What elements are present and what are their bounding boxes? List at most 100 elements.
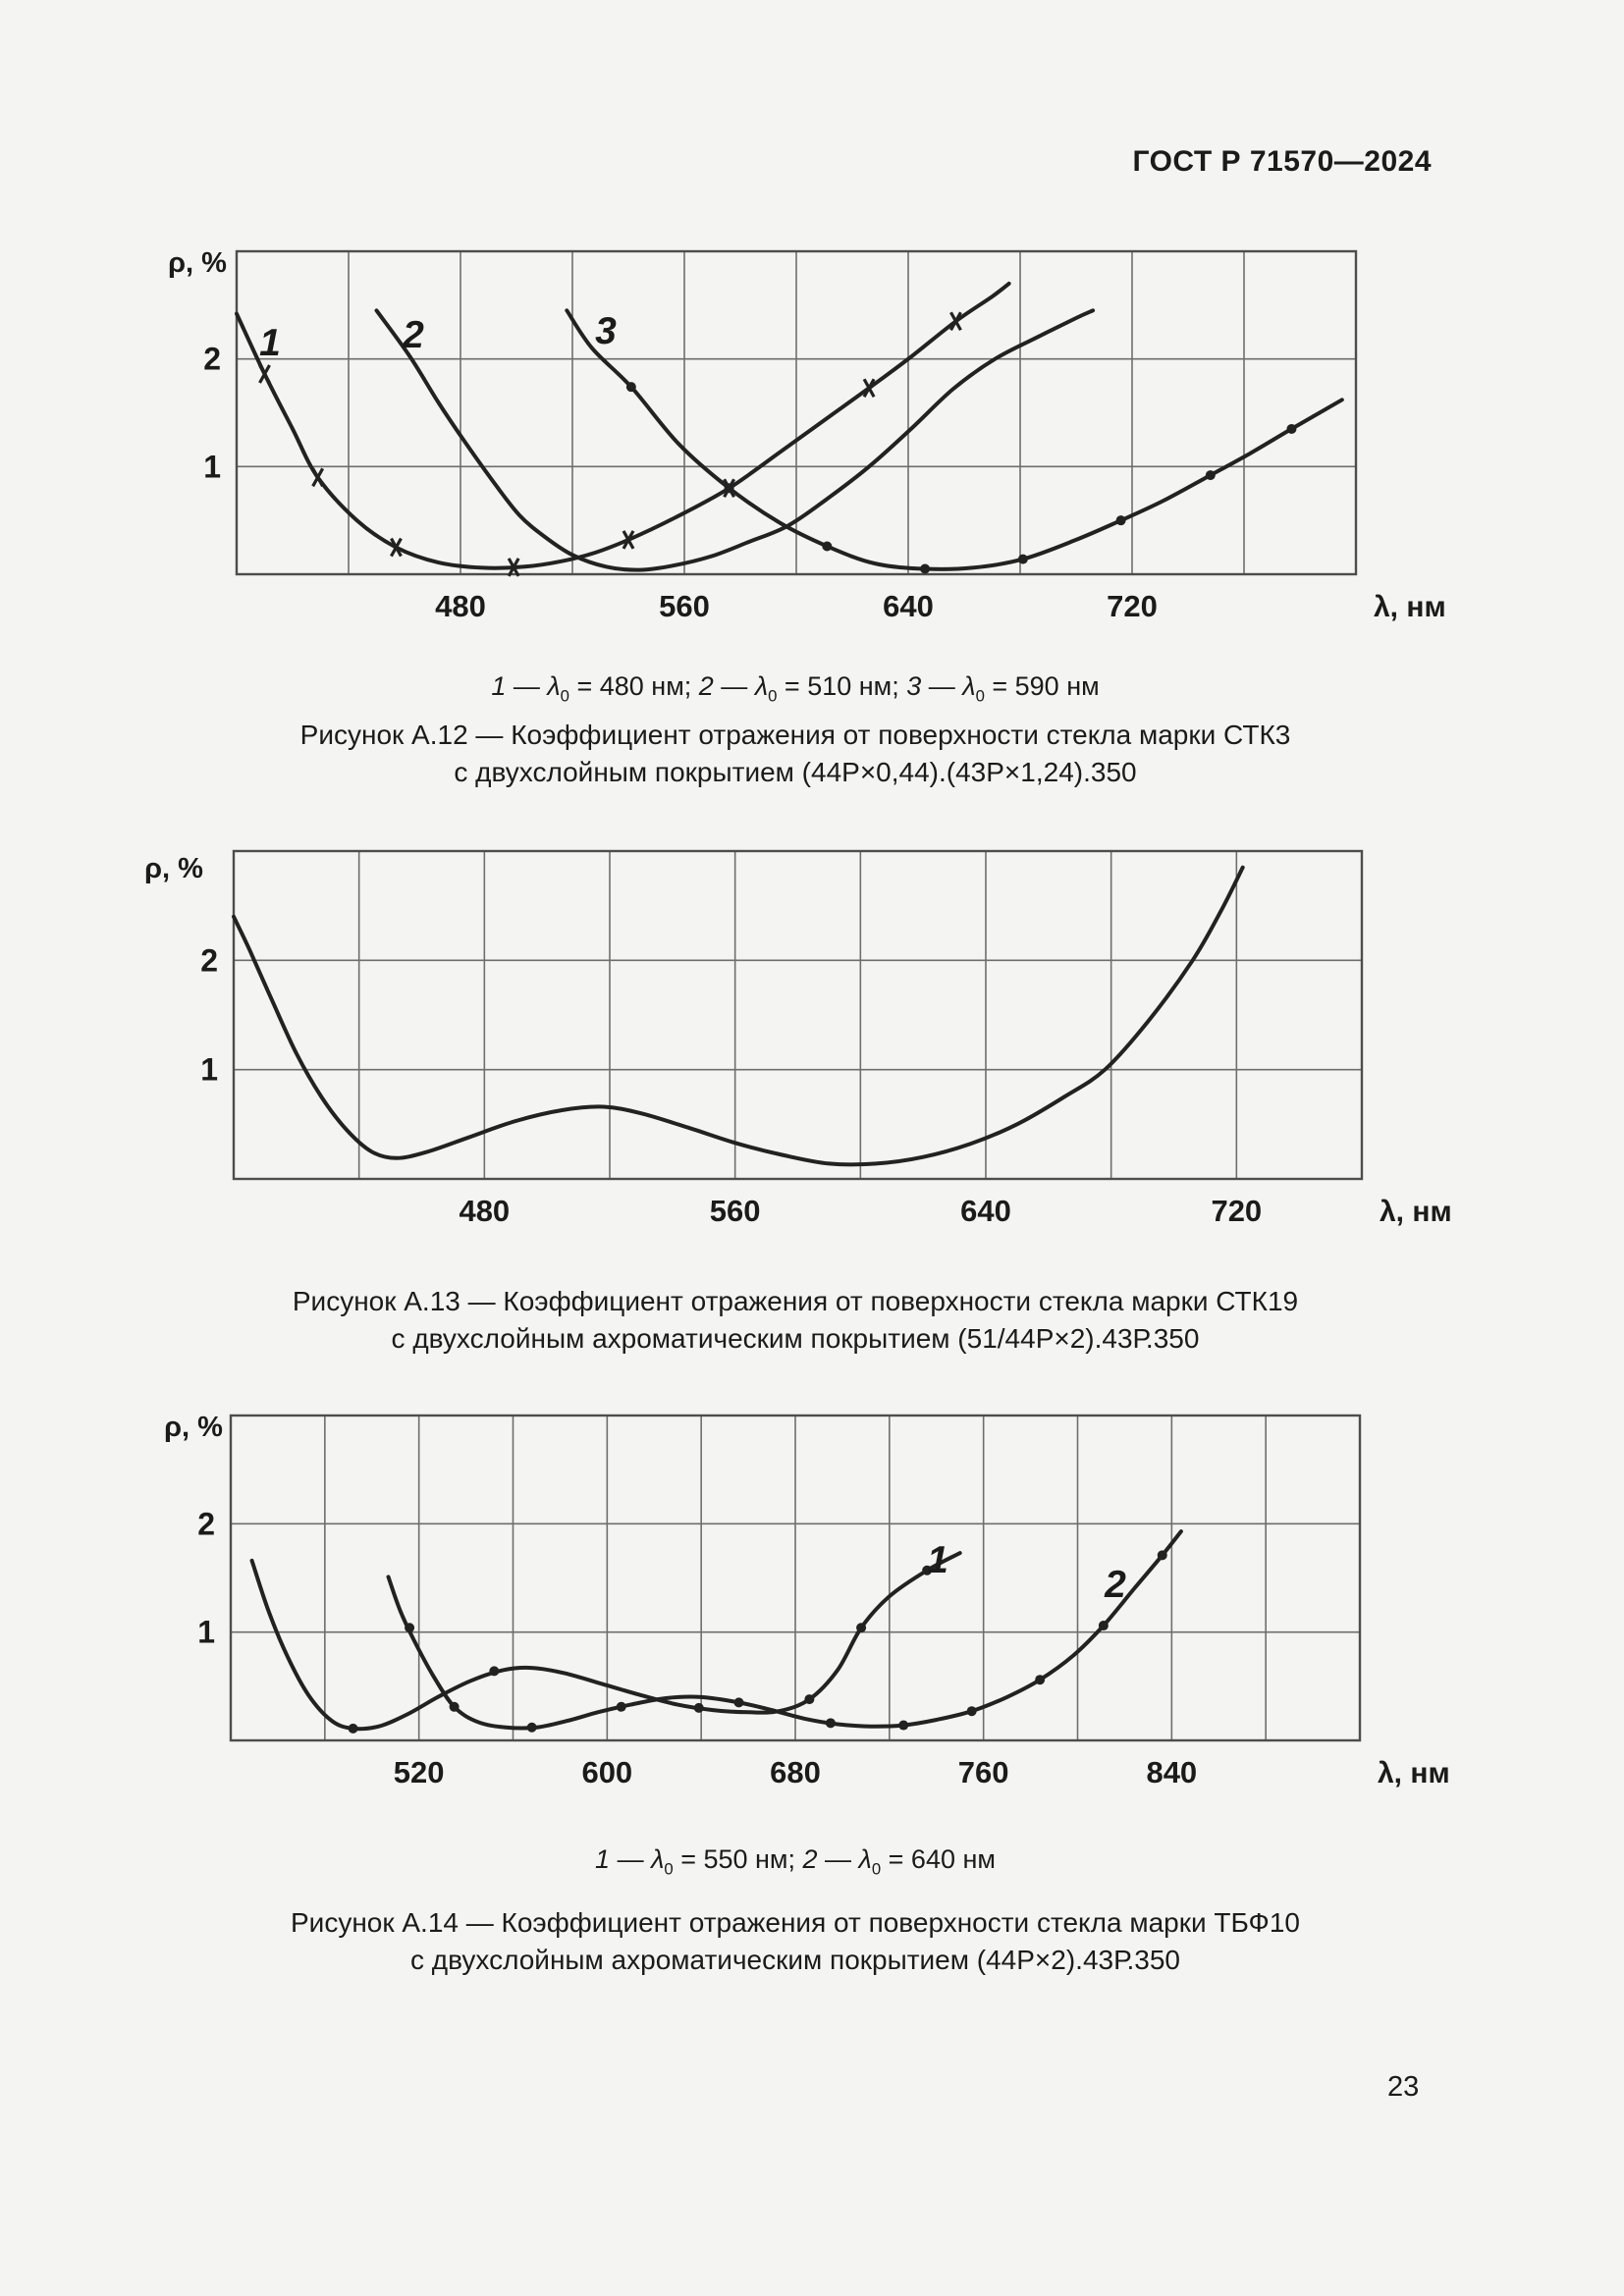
data-point-dot-marker [822, 541, 833, 552]
curve-number-label: 1 [927, 1539, 948, 1581]
x-axis-tick-label: 560 [659, 589, 710, 623]
data-point-dot-marker [1098, 1621, 1109, 1631]
y-axis-label: ρ, % [164, 1412, 223, 1443]
plot-border [232, 849, 1364, 1181]
data-point-cross-marker [862, 378, 876, 399]
x-axis-tick-label: 840 [1146, 1755, 1197, 1789]
x-axis-unit-label: λ, нм [1374, 591, 1446, 623]
y-axis-tick-label: 2 [203, 342, 221, 377]
figure-a13-caption-line2: с двухслойным ахроматическим покрытием (… [391, 1323, 1200, 1354]
x-axis-tick-label: 480 [435, 589, 486, 623]
curve-number-label: 1 [259, 322, 281, 364]
data-point-cross-marker [507, 558, 520, 577]
y-axis-tick-label: 2 [200, 942, 218, 978]
data-point-cross-marker [949, 311, 962, 332]
figure-a12-caption-line1: Рисунок А.12 — Коэффициент отражения от … [299, 720, 1291, 750]
x-axis-tick-label: 600 [581, 1755, 632, 1789]
figure-a14-curve-legend: 1 — λ0 = 550 нм; 2 — λ0 = 640 нм [595, 1844, 996, 1879]
y-axis-tick-label: 1 [203, 449, 221, 484]
legend-lambda-symbol: λ [651, 1844, 665, 1874]
page-number: 23 [1387, 2071, 1420, 2103]
legend-lambda-subscript: 0 [768, 686, 778, 706]
legend-lambda-subscript: 0 [975, 686, 985, 706]
data-point-dot-marker [616, 1701, 626, 1712]
legend-curve-number: 2 [698, 671, 714, 701]
figure-a14-caption-line1: Рисунок А.14 — Коэффициент отражения от … [291, 1907, 1300, 1938]
figure-a12-curve-legend: 1 — λ0 = 480 нм; 2 — λ0 = 510 нм; 3 — λ0… [491, 671, 1100, 706]
curve-A.14-2 [386, 1529, 1183, 1731]
y-axis-label: ρ, % [144, 853, 203, 884]
data-point-dot-marker [489, 1666, 500, 1677]
curve-A.14-1 [249, 1551, 962, 1732]
x-axis-tick-label: 640 [883, 589, 934, 623]
standard-number-header: ГОСТ Р 71570—2024 [1132, 145, 1432, 178]
figure-a13-caption: Рисунок А.13 — Коэффициент отражения от … [83, 1283, 1507, 1358]
data-point-dot-marker [405, 1623, 415, 1633]
legend-lambda-symbol: λ [754, 671, 769, 701]
plot-border [235, 249, 1358, 576]
curve-number-label: 2 [1104, 1564, 1126, 1606]
legend-curve-number: 1 [595, 1844, 611, 1874]
figure-a14-caption: Рисунок А.14 — Коэффициент отражения от … [83, 1904, 1507, 1979]
figure-a12-caption: Рисунок А.12 — Коэффициент отражения от … [83, 717, 1507, 791]
data-point-dot-marker [449, 1701, 460, 1712]
data-point-dot-marker [625, 382, 636, 393]
data-point-dot-marker [733, 1697, 744, 1708]
curve-A.12-2 [374, 308, 1096, 572]
x-axis-tick-label: 760 [958, 1755, 1009, 1789]
data-point-dot-marker [804, 1694, 815, 1705]
data-point-dot-marker [966, 1706, 977, 1717]
data-point-dot-marker [856, 1623, 867, 1633]
x-axis-tick-label: 560 [710, 1194, 761, 1228]
curve-number-label: 2 [402, 314, 424, 356]
data-point-dot-marker [922, 1565, 933, 1575]
data-point-dot-marker [1017, 554, 1028, 564]
data-point-cross-marker [311, 467, 325, 488]
y-axis-tick-label: 1 [197, 1615, 215, 1650]
plot-border [229, 1414, 1362, 1742]
data-point-dot-marker [920, 563, 931, 574]
curve-number-label: 3 [595, 310, 617, 352]
data-point-dot-marker [1205, 470, 1216, 481]
y-axis-tick-label: 1 [200, 1052, 218, 1088]
legend-curve-number: 2 [802, 1844, 818, 1874]
legend-lambda-subscript: 0 [560, 686, 569, 706]
figure-a12-caption-line2: с двухслойным покрытием (44Р×0,44).(43Р×… [454, 757, 1137, 787]
x-axis-tick-label: 520 [394, 1755, 445, 1789]
x-axis-tick-label: 640 [960, 1194, 1011, 1228]
data-point-dot-marker [348, 1723, 358, 1734]
legend-lambda-subscript: 0 [871, 1859, 882, 1879]
legend-lambda-symbol: λ [547, 671, 561, 701]
data-point-dot-marker [724, 483, 734, 494]
x-axis-unit-label: λ, нм [1380, 1196, 1452, 1228]
y-axis-tick-label: 2 [197, 1506, 215, 1541]
y-axis-label: ρ, % [168, 247, 227, 279]
x-axis-tick-label: 480 [459, 1194, 510, 1228]
curve-A.13-1 [232, 865, 1245, 1167]
x-axis-tick-label: 680 [770, 1755, 821, 1789]
x-axis-tick-label: 720 [1107, 589, 1158, 623]
data-point-dot-marker [1035, 1675, 1046, 1685]
data-point-cross-marker [258, 364, 271, 384]
data-point-dot-marker [825, 1718, 836, 1729]
data-point-dot-marker [898, 1720, 909, 1731]
legend-lambda-subscript: 0 [664, 1859, 674, 1879]
data-point-cross-marker [390, 537, 403, 558]
data-point-dot-marker [526, 1722, 537, 1733]
data-point-dot-marker [1115, 515, 1126, 526]
legend-curve-number: 3 [906, 671, 922, 701]
data-point-dot-marker [1157, 1550, 1167, 1561]
legend-lambda-symbol: λ [962, 671, 976, 701]
data-point-dot-marker [693, 1702, 704, 1713]
curve-A.12-1 [235, 281, 1011, 570]
figure-a14-caption-line2: с двухслойным ахроматическим покрытием (… [410, 1945, 1180, 1975]
x-axis-tick-label: 720 [1211, 1194, 1262, 1228]
legend-curve-number: 1 [491, 671, 507, 701]
x-axis-unit-label: λ, нм [1378, 1757, 1450, 1789]
legend-lambda-symbol: λ [858, 1844, 872, 1874]
data-point-dot-marker [1286, 423, 1297, 434]
curve-A.12-3 [565, 308, 1344, 571]
figure-a13-caption-line1: Рисунок А.13 — Коэффициент отражения от … [292, 1286, 1299, 1316]
